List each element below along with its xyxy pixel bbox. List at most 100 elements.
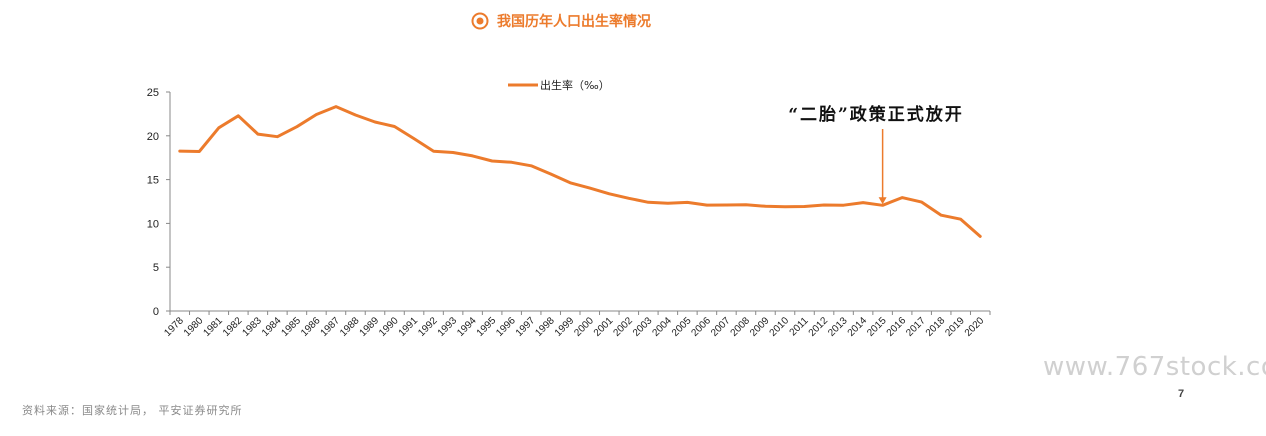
x-tick-label: 1997 [514,315,538,339]
x-tick-label: 2000 [572,315,596,339]
data-point [217,126,221,130]
data-point [920,200,923,204]
x-tick-label: 1978 [162,315,186,339]
x-tick-label: 2007 [709,315,733,339]
data-point [842,203,845,207]
data-point [627,197,631,200]
x-tick-label: 2014 [846,315,870,339]
data-point [198,150,201,153]
data-point [432,150,435,153]
x-tick-label: 2001 [592,315,616,339]
series-line [178,105,982,238]
x-tick-label: 1992 [416,315,440,339]
data-point [959,217,962,221]
x-tick-label: 1982 [221,315,245,339]
data-point [549,172,552,176]
data-point [939,213,943,217]
data-point [705,203,709,207]
data-point [647,201,650,204]
x-tick-label: 2002 [611,315,635,339]
x-tick-label: 1983 [240,315,264,339]
data-point [510,161,513,164]
x-tick-label: 1995 [475,315,499,339]
y-tick-label: 25 [147,87,159,99]
data-point [608,192,611,195]
data-point [354,113,357,117]
x-tick-label: 1987 [319,315,343,339]
x-tick-label: 1993 [436,315,460,339]
x-tick-label: 1988 [338,315,362,339]
data-point [666,202,670,205]
x-tick-label: 2012 [807,315,831,339]
x-tick-label: 1996 [494,315,518,339]
x-tick-label: 2013 [826,315,850,339]
data-point [764,205,767,208]
x-tick-label: 1984 [260,315,284,339]
x-tick-label: 1991 [397,315,421,339]
x-tick-label: 1981 [201,315,225,339]
page-number: 7 [1178,388,1185,400]
y-tick-label: 15 [147,175,159,187]
x-tick-label: 1989 [358,315,382,339]
x-tick-label: 2008 [729,315,753,339]
data-point [276,135,279,138]
y-tick-label: 20 [147,131,159,143]
data-point [881,204,884,207]
x-tick-label: 2006 [690,315,714,339]
x-tick-label: 2020 [963,315,987,339]
x-tick-label: 2003 [631,315,655,339]
target-icon [471,12,489,30]
data-point [900,196,904,199]
x-tick-label: 2009 [748,315,772,339]
x-tick-label: 1985 [280,315,304,339]
x-tick-label: 1994 [455,315,479,339]
data-point [237,114,240,118]
data-point [451,151,455,154]
data-point [744,203,748,206]
data-point [373,120,377,124]
annotation-arrowhead [878,197,887,205]
data-point [822,203,826,207]
x-tick-label: 2004 [650,315,674,339]
y-tick-label: 5 [153,262,159,274]
data-point [178,149,181,153]
data-point [295,125,299,128]
data-point [861,201,865,204]
watermark: www.767stock.com [1043,352,1266,382]
x-tick-label: 2010 [768,315,792,339]
data-point [315,113,318,116]
x-tick-label: 1990 [377,315,401,339]
data-point [803,205,806,208]
x-tick-label: 1986 [299,315,323,339]
data-point [490,159,494,163]
page-title: 我国历年人口出生率情况 [497,14,651,30]
source-note: 资料来源：国家统计局， 平安证券研究所 [22,404,243,417]
data-point [412,137,416,140]
annotation-label: “二胎”政策正式放开 [788,104,964,125]
data-point [471,154,474,158]
data-point [334,105,338,108]
x-tick-label: 2016 [885,315,909,339]
y-tick-label: 0 [153,306,159,318]
data-point [725,203,728,207]
data-point [979,235,982,238]
data-point [588,186,591,190]
x-tick-label: 2005 [670,315,694,339]
data-point [686,201,689,204]
x-tick-label: 2015 [865,315,889,339]
data-point [393,125,396,128]
x-tick-label: 1980 [182,315,206,339]
legend-label: 出生率（‰） [540,78,610,92]
x-tick-label: 2019 [943,315,967,339]
x-tick-label: 1999 [553,315,577,339]
data-point [529,164,533,168]
x-tick-label: 2011 [788,315,811,338]
x-tick-label: 2018 [924,315,948,339]
y-tick-label: 10 [147,218,159,230]
data-point [256,132,260,136]
x-tick-label: 2017 [904,315,928,339]
data-point [783,205,787,208]
data-point [569,181,572,184]
x-tick-label: 1998 [533,315,557,339]
